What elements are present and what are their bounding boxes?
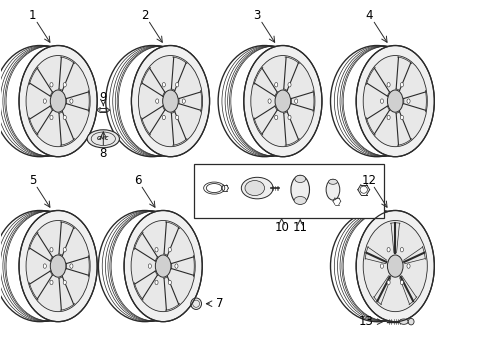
Ellipse shape bbox=[70, 99, 73, 103]
Ellipse shape bbox=[50, 115, 53, 120]
Ellipse shape bbox=[155, 255, 171, 277]
Ellipse shape bbox=[63, 82, 66, 87]
Ellipse shape bbox=[275, 115, 278, 120]
Ellipse shape bbox=[295, 175, 306, 183]
Ellipse shape bbox=[87, 130, 120, 148]
Ellipse shape bbox=[162, 115, 166, 120]
Ellipse shape bbox=[388, 255, 403, 277]
Text: 3: 3 bbox=[253, 9, 261, 22]
Ellipse shape bbox=[155, 247, 158, 252]
Ellipse shape bbox=[356, 45, 434, 157]
Ellipse shape bbox=[245, 180, 265, 195]
Ellipse shape bbox=[288, 82, 291, 87]
Ellipse shape bbox=[407, 99, 410, 103]
Ellipse shape bbox=[26, 220, 90, 312]
Bar bbox=[194, 164, 384, 218]
Text: 9: 9 bbox=[99, 91, 107, 104]
Ellipse shape bbox=[19, 45, 97, 157]
Ellipse shape bbox=[387, 115, 390, 120]
Ellipse shape bbox=[294, 99, 298, 103]
Ellipse shape bbox=[131, 45, 210, 157]
Ellipse shape bbox=[43, 264, 47, 268]
Ellipse shape bbox=[400, 82, 403, 87]
Ellipse shape bbox=[70, 264, 73, 268]
Ellipse shape bbox=[50, 82, 53, 87]
Ellipse shape bbox=[19, 211, 97, 321]
Ellipse shape bbox=[251, 55, 315, 147]
Ellipse shape bbox=[131, 220, 195, 312]
Text: 5: 5 bbox=[29, 174, 36, 186]
Ellipse shape bbox=[288, 115, 291, 120]
Ellipse shape bbox=[50, 255, 66, 277]
Text: 6: 6 bbox=[134, 174, 141, 186]
Ellipse shape bbox=[363, 55, 427, 147]
Ellipse shape bbox=[400, 115, 403, 120]
Ellipse shape bbox=[175, 115, 179, 120]
Ellipse shape bbox=[156, 99, 159, 103]
Text: 13: 13 bbox=[359, 315, 373, 328]
Ellipse shape bbox=[291, 175, 310, 204]
Ellipse shape bbox=[380, 99, 384, 103]
Ellipse shape bbox=[139, 55, 202, 147]
Ellipse shape bbox=[387, 280, 390, 285]
Ellipse shape bbox=[63, 280, 66, 285]
Ellipse shape bbox=[400, 247, 403, 252]
Ellipse shape bbox=[148, 264, 151, 268]
Ellipse shape bbox=[380, 264, 384, 268]
Ellipse shape bbox=[50, 247, 53, 252]
Ellipse shape bbox=[244, 45, 322, 157]
Text: 7: 7 bbox=[216, 297, 223, 310]
Ellipse shape bbox=[175, 264, 178, 268]
Ellipse shape bbox=[168, 280, 172, 285]
Ellipse shape bbox=[63, 247, 66, 252]
Ellipse shape bbox=[155, 280, 158, 285]
Ellipse shape bbox=[363, 220, 427, 312]
Ellipse shape bbox=[124, 211, 202, 321]
Ellipse shape bbox=[268, 99, 271, 103]
Ellipse shape bbox=[326, 179, 340, 200]
Ellipse shape bbox=[162, 82, 166, 87]
Text: 8: 8 bbox=[99, 147, 107, 159]
Text: 2: 2 bbox=[141, 9, 148, 22]
Ellipse shape bbox=[182, 99, 185, 103]
Ellipse shape bbox=[400, 280, 403, 285]
Ellipse shape bbox=[387, 82, 390, 87]
Ellipse shape bbox=[408, 319, 414, 325]
Ellipse shape bbox=[294, 197, 306, 204]
Ellipse shape bbox=[43, 99, 47, 103]
Ellipse shape bbox=[191, 298, 201, 310]
Ellipse shape bbox=[329, 179, 337, 184]
Ellipse shape bbox=[175, 82, 179, 87]
Ellipse shape bbox=[275, 90, 291, 112]
Text: 12: 12 bbox=[362, 174, 377, 186]
Ellipse shape bbox=[168, 247, 172, 252]
Ellipse shape bbox=[242, 177, 273, 199]
Text: 4: 4 bbox=[366, 9, 373, 22]
Text: 11: 11 bbox=[293, 221, 308, 234]
Ellipse shape bbox=[50, 90, 66, 112]
Ellipse shape bbox=[356, 211, 434, 321]
Text: GMC: GMC bbox=[97, 136, 110, 141]
Ellipse shape bbox=[63, 115, 66, 120]
Ellipse shape bbox=[399, 319, 408, 324]
Ellipse shape bbox=[387, 247, 390, 252]
Ellipse shape bbox=[163, 90, 178, 112]
Ellipse shape bbox=[26, 55, 90, 147]
Text: 1: 1 bbox=[29, 9, 36, 22]
Text: 10: 10 bbox=[274, 221, 289, 234]
Ellipse shape bbox=[50, 280, 53, 285]
Ellipse shape bbox=[275, 82, 278, 87]
Ellipse shape bbox=[388, 90, 403, 112]
Ellipse shape bbox=[407, 264, 410, 268]
